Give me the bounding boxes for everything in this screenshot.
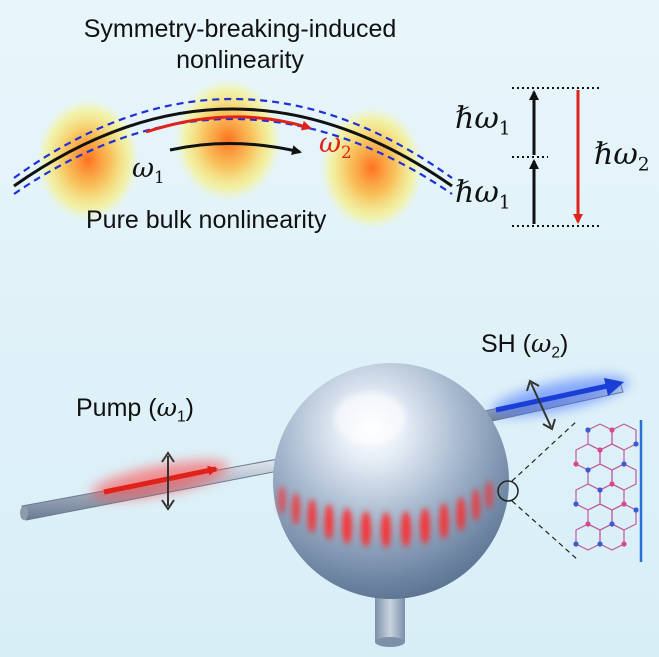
omega2-symbol: ω bbox=[319, 128, 342, 159]
zoom-line-bottom bbox=[511, 500, 579, 561]
sh-omega-subscript: 2 bbox=[551, 344, 561, 362]
omega2-label: ω2 bbox=[319, 130, 352, 161]
energy-diagram bbox=[512, 87, 602, 227]
lattice-atoms bbox=[573, 427, 639, 547]
lattice-inset bbox=[575, 423, 637, 551]
pump-arrow bbox=[103, 465, 218, 495]
pump-polarization-bottom-head bbox=[161, 499, 175, 511]
sh-text: SH ( bbox=[481, 330, 531, 358]
omega1-arrow bbox=[169, 142, 302, 156]
wgm-band bbox=[278, 481, 493, 548]
sh-polarization-top-head bbox=[526, 379, 540, 392]
pump-omega-subscript: 1 bbox=[176, 408, 186, 426]
pump-label: Pump (ω1) bbox=[76, 395, 194, 425]
sh-beam bbox=[491, 376, 629, 431]
pump-omega-symbol: ω bbox=[156, 393, 177, 422]
symmetry-breaking-line1: Symmetry-breaking-induced bbox=[83, 15, 397, 43]
sh-label: SH (ω2) bbox=[481, 331, 568, 361]
sh-omega-symbol: ω bbox=[531, 329, 552, 358]
sh-photon-energy-subscript: 2 bbox=[637, 154, 650, 176]
sphere-highlight bbox=[334, 392, 406, 444]
omega2-arrow bbox=[145, 115, 312, 134]
photon-energy-upper-symbol: ℏω bbox=[455, 101, 499, 136]
mode-lobe-left bbox=[36, 98, 140, 222]
symmetry-breaking-label: Symmetry-breaking-induced nonlinearity bbox=[20, 14, 460, 76]
sh-photon-energy-symbol: ℏω bbox=[594, 137, 638, 172]
omega1-label: ω1 bbox=[132, 155, 165, 186]
omega2-subscript: 2 bbox=[341, 141, 352, 162]
pump-beam bbox=[91, 451, 229, 511]
microsphere bbox=[273, 363, 509, 599]
photon-energy-upper-label: ℏω1 bbox=[455, 101, 511, 140]
photon-energy-lower-label: ℏω1 bbox=[455, 175, 511, 214]
fiber-end-cap bbox=[20, 506, 28, 520]
zoom-line-top bbox=[511, 419, 579, 482]
symmetry-breaking-line2: nonlinearity bbox=[176, 46, 304, 74]
pump-text: Pump ( bbox=[76, 394, 157, 422]
sh-close: ) bbox=[560, 330, 569, 358]
mode-lobe-middle bbox=[174, 78, 282, 202]
pump-polarization-top-head bbox=[161, 451, 175, 463]
waveguide-dashed-outer bbox=[13, 98, 453, 179]
mode-lobe-right bbox=[320, 106, 424, 230]
photon-energy-lower-subscript: 1 bbox=[498, 192, 511, 214]
sh-polarization-bottom-head bbox=[542, 418, 556, 431]
omega1-symbol: ω bbox=[132, 153, 155, 184]
pump-close: ) bbox=[185, 394, 194, 422]
waveguide-core bbox=[13, 107, 453, 188]
zoom-circle bbox=[497, 480, 519, 502]
sh-polarization bbox=[530, 382, 552, 428]
sh-arrowhead bbox=[604, 378, 624, 396]
photon-energy-lower-symbol: ℏω bbox=[455, 175, 499, 210]
photon-energy-upper-subscript: 1 bbox=[498, 118, 511, 140]
sphere-stem-end bbox=[375, 637, 405, 647]
sh-arrow bbox=[495, 382, 613, 413]
sh-photon-energy-label: ℏω2 bbox=[594, 137, 650, 176]
omega1-subscript: 1 bbox=[154, 166, 165, 187]
waveguide-dashed-inner bbox=[13, 118, 453, 195]
bulk-nonlinearity-label: Pure bulk nonlinearity bbox=[86, 206, 327, 234]
